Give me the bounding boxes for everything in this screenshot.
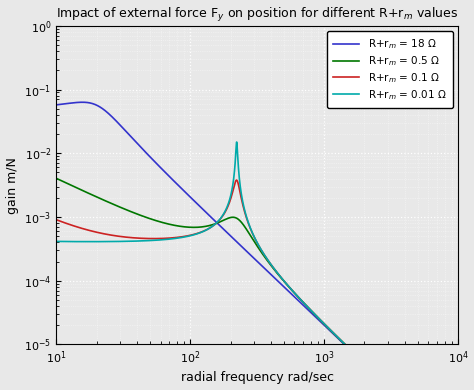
R+r$_m$ = 0.01 Ω	[123, 239, 129, 244]
R+r$_m$ = 0.5 Ω	[225, 216, 231, 221]
R+r$_m$ = 0.5 Ω	[99, 197, 105, 202]
Line: R+r$_m$ = 0.01 Ω: R+r$_m$ = 0.01 Ω	[56, 142, 458, 390]
R+r$_m$ = 18 Ω	[80, 100, 85, 105]
R+r$_m$ = 0.01 Ω	[99, 239, 105, 244]
R+r$_m$ = 0.1 Ω	[234, 178, 239, 183]
R+r$_m$ = 0.1 Ω	[99, 231, 105, 236]
R+r$_m$ = 0.1 Ω	[225, 204, 231, 209]
Y-axis label: gain m/N: gain m/N	[6, 157, 18, 214]
Title: Impact of external force F$_y$ on position for different R+r$_m$ values: Impact of external force F$_y$ on positi…	[56, 5, 458, 23]
R+r$_m$ = 0.1 Ω	[208, 225, 213, 230]
R+r$_m$ = 0.01 Ω	[234, 140, 239, 144]
X-axis label: radial frequency rad/sec: radial frequency rad/sec	[181, 371, 334, 385]
R+r$_m$ = 0.5 Ω	[123, 207, 129, 212]
R+r$_m$ = 0.1 Ω	[54, 217, 59, 222]
R+r$_m$ = 0.01 Ω	[208, 225, 213, 230]
R+r$_m$ = 0.5 Ω	[54, 176, 59, 181]
Legend: R+r$_m$ = 18 Ω, R+r$_m$ = 0.5 Ω, R+r$_m$ = 0.1 Ω, R+r$_m$ = 0.01 Ω: R+r$_m$ = 18 Ω, R+r$_m$ = 0.5 Ω, R+r$_m$…	[327, 31, 453, 108]
R+r$_m$ = 0.01 Ω	[54, 239, 59, 244]
R+r$_m$ = 18 Ω	[54, 103, 59, 107]
R+r$_m$ = 18 Ω	[123, 129, 129, 134]
Line: R+r$_m$ = 18 Ω: R+r$_m$ = 18 Ω	[56, 102, 458, 390]
R+r$_m$ = 0.1 Ω	[123, 235, 129, 239]
R+r$_m$ = 18 Ω	[208, 214, 213, 219]
R+r$_m$ = 18 Ω	[100, 106, 105, 111]
Line: R+r$_m$ = 0.5 Ω: R+r$_m$ = 0.5 Ω	[56, 178, 458, 390]
R+r$_m$ = 18 Ω	[225, 231, 231, 236]
R+r$_m$ = 0.01 Ω	[225, 203, 231, 207]
Line: R+r$_m$ = 0.1 Ω: R+r$_m$ = 0.1 Ω	[56, 180, 458, 390]
R+r$_m$ = 0.5 Ω	[208, 223, 213, 228]
